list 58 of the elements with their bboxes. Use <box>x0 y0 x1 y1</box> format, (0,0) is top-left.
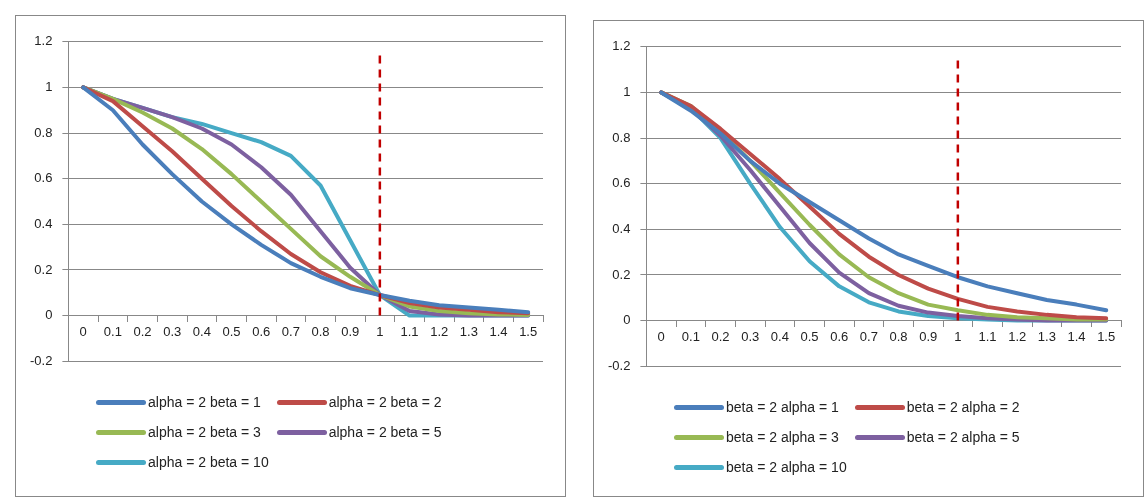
x-tick-label: 1.1 <box>400 323 419 339</box>
x-tick-label: 1.2 <box>1008 328 1027 344</box>
x-tick-label: 0.7 <box>281 323 300 339</box>
legend-label: alpha = 2 beta = 2 <box>328 394 442 410</box>
x-tick-label: 0 <box>657 328 665 344</box>
y-tick-label: 0.2 <box>612 266 631 282</box>
x-tick-label: 0.7 <box>859 328 878 344</box>
x-tick-label: 1.5 <box>519 323 538 339</box>
y-tick-label: 0.6 <box>612 175 631 191</box>
x-tick-label: 0.5 <box>800 328 819 344</box>
x-tick-label: 0.8 <box>889 328 908 344</box>
y-tick-label: 0 <box>45 307 53 323</box>
x-tick-label: 0.9 <box>919 328 938 344</box>
x-tick-label: 0.6 <box>252 323 271 339</box>
legend-label: alpha = 2 beta = 3 <box>148 424 261 440</box>
x-tick-label: 1 <box>954 328 962 344</box>
legend-label: beta = 2 alpha = 10 <box>726 459 847 475</box>
legend-label: beta = 2 alpha = 2 <box>906 399 1020 415</box>
x-tick-label: 0.1 <box>103 323 122 339</box>
x-tick-label: 0.2 <box>711 328 730 344</box>
legend-label: alpha = 2 beta = 1 <box>148 394 261 410</box>
y-tick-label: 1 <box>45 79 53 95</box>
y-tick-label: 0.6 <box>34 170 53 186</box>
y-tick-label: 0 <box>623 312 631 328</box>
legend-label: alpha = 2 beta = 10 <box>148 454 269 470</box>
x-tick-label: 0.6 <box>830 328 849 344</box>
x-tick-label: 0.4 <box>770 328 789 344</box>
x-tick-label: 1 <box>376 323 384 339</box>
legend-label: beta = 2 alpha = 3 <box>726 429 839 445</box>
y-tick-label: 0.8 <box>612 129 631 145</box>
y-tick-label: 1 <box>623 84 631 100</box>
x-tick-label: 1.4 <box>489 323 508 339</box>
y-tick-label: 1.2 <box>34 33 53 49</box>
y-tick-label: 0.8 <box>34 124 53 140</box>
x-tick-label: 0.8 <box>311 323 330 339</box>
legend-label: beta = 2 alpha = 5 <box>906 429 1020 445</box>
x-tick-label: 0.9 <box>341 323 360 339</box>
x-tick-label: 1.4 <box>1067 328 1086 344</box>
x-tick-label: 1.5 <box>1097 328 1116 344</box>
x-tick-label: 0.2 <box>133 323 152 339</box>
y-tick-label: -0.2 <box>607 357 631 373</box>
x-tick-label: 0.1 <box>681 328 700 344</box>
x-tick-label: 0.3 <box>741 328 760 344</box>
y-tick-label: 0.4 <box>34 215 53 231</box>
x-tick-label: 1.1 <box>978 328 997 344</box>
x-tick-label: 0.5 <box>222 323 241 339</box>
x-tick-label: 1.3 <box>459 323 478 339</box>
x-tick-label: 0.4 <box>192 323 211 339</box>
x-tick-label: 0 <box>79 323 87 339</box>
x-tick-label: 1.3 <box>1037 328 1056 344</box>
y-tick-label: 0.4 <box>612 220 631 236</box>
y-tick-label: 0.2 <box>34 261 53 277</box>
legend-label: beta = 2 alpha = 1 <box>726 399 839 415</box>
legend-label: alpha = 2 beta = 5 <box>328 424 442 440</box>
x-tick-label: 0.3 <box>163 323 182 339</box>
y-tick-label: -0.2 <box>29 352 53 368</box>
x-tick-label: 1.2 <box>430 323 449 339</box>
y-tick-label: 1.2 <box>612 38 631 54</box>
